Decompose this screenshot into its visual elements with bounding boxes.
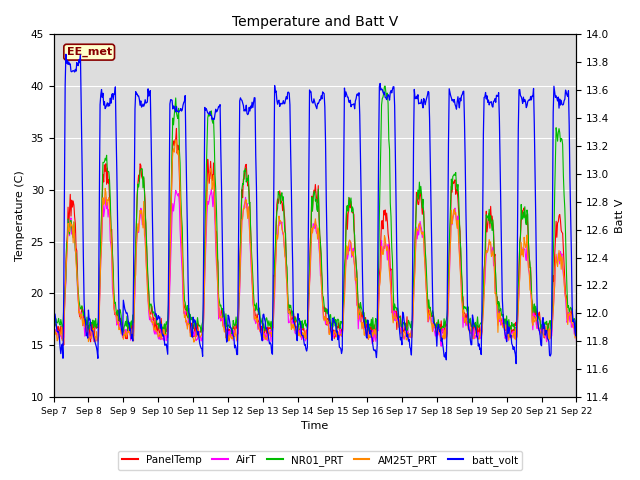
Text: EE_met: EE_met: [67, 47, 112, 57]
Legend: PanelTemp, AirT, NR01_PRT, AM25T_PRT, batt_volt: PanelTemp, AirT, NR01_PRT, AM25T_PRT, ba…: [118, 451, 522, 470]
Y-axis label: Batt V: Batt V: [615, 199, 625, 233]
X-axis label: Time: Time: [301, 421, 328, 432]
Y-axis label: Temperature (C): Temperature (C): [15, 170, 25, 261]
Title: Temperature and Batt V: Temperature and Batt V: [232, 15, 398, 29]
